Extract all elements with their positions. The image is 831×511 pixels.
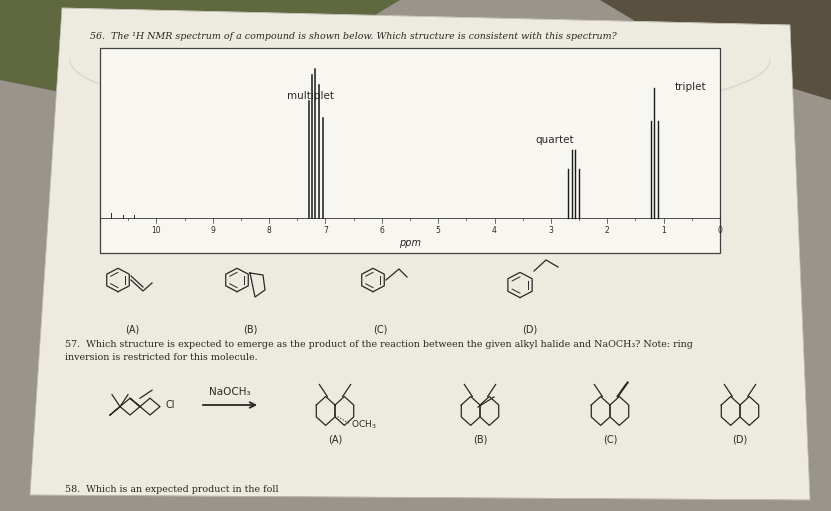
Polygon shape xyxy=(600,0,831,100)
Text: (A): (A) xyxy=(328,435,342,445)
Text: inversion is restricted for this molecule.: inversion is restricted for this molecul… xyxy=(65,353,258,362)
Text: 2: 2 xyxy=(605,226,610,235)
Text: 6: 6 xyxy=(380,226,384,235)
Text: quartet: quartet xyxy=(535,135,574,145)
Bar xyxy=(100,48,720,253)
Text: 1: 1 xyxy=(661,226,666,235)
Text: 7: 7 xyxy=(323,226,328,235)
Text: OCH$_3$: OCH$_3$ xyxy=(351,419,376,431)
Text: NaOCH₃: NaOCH₃ xyxy=(209,387,251,397)
Text: 8: 8 xyxy=(267,226,272,235)
Text: (C): (C) xyxy=(602,435,617,445)
Text: (A): (A) xyxy=(125,325,139,335)
Text: ppm: ppm xyxy=(399,238,421,248)
Text: 56.  The ¹H NMR spectrum of a compound is shown below. Which structure is consis: 56. The ¹H NMR spectrum of a compound is… xyxy=(90,32,617,41)
Text: 9: 9 xyxy=(210,226,215,235)
Text: (B): (B) xyxy=(473,435,487,445)
Text: 58.  Which is an expected product in the foll: 58. Which is an expected product in the … xyxy=(65,485,278,494)
Bar xyxy=(0,0,831,120)
Text: 4: 4 xyxy=(492,226,497,235)
Text: 57.  Which structure is expected to emerge as the product of the reaction betwee: 57. Which structure is expected to emerg… xyxy=(65,340,693,349)
Text: multiplet: multiplet xyxy=(288,91,334,101)
Text: (B): (B) xyxy=(243,325,257,335)
Text: 10: 10 xyxy=(151,226,161,235)
Text: 3: 3 xyxy=(548,226,553,235)
Text: Cl: Cl xyxy=(166,400,175,410)
Polygon shape xyxy=(30,8,810,500)
Text: triplet: triplet xyxy=(675,82,706,91)
Text: (D): (D) xyxy=(523,325,538,335)
Bar xyxy=(760,0,831,511)
Polygon shape xyxy=(0,0,400,120)
Text: 5: 5 xyxy=(435,226,440,235)
Text: (C): (C) xyxy=(373,325,387,335)
Text: 0: 0 xyxy=(717,226,722,235)
Text: (D): (D) xyxy=(732,435,748,445)
